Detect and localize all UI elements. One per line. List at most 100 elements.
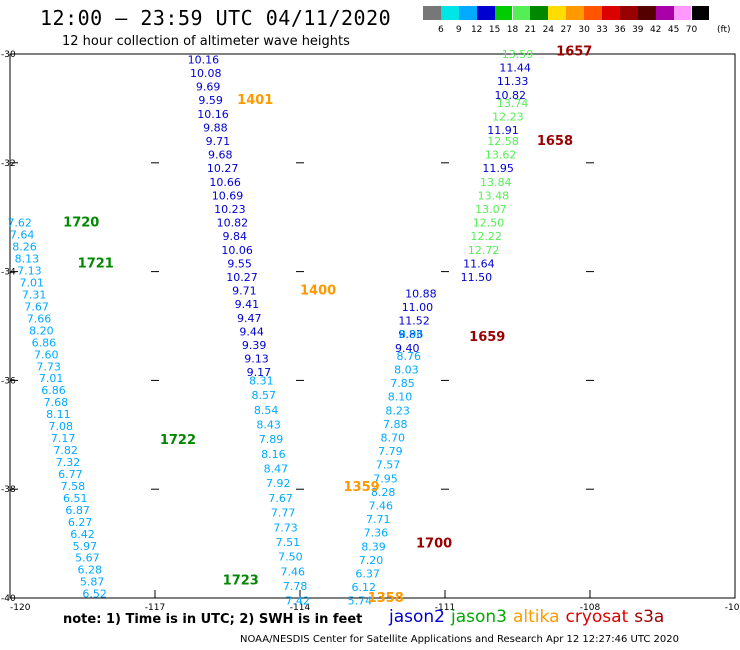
wave-height-point: 7.08 <box>49 420 74 433</box>
pass-time-label: 1359 <box>344 480 380 495</box>
wave-height-point: 7.88 <box>383 418 408 431</box>
pass-time-label: 1722 <box>160 433 196 448</box>
wave-height-point: 11.00 <box>402 301 434 314</box>
wave-height-point: 6.51 <box>63 492 88 505</box>
legend-label: 45 <box>667 25 680 35</box>
wave-height-point: 7.78 <box>283 580 308 593</box>
wave-height-point: 7.85 <box>390 377 415 390</box>
wave-height-point: 6.52 <box>82 588 107 601</box>
wave-height-point: 7.82 <box>53 444 78 457</box>
wave-height-point: 9.59 <box>198 94 223 107</box>
wave-height-point: 7.73 <box>36 360 61 373</box>
satellite-name-cryosat: cryosat <box>565 607 629 627</box>
wave-height-point: 10.66 <box>209 176 241 189</box>
wave-height-point: 13.84 <box>480 176 512 189</box>
wave-height-point: 7.64 <box>10 229 35 242</box>
wave-height-point: 6.27 <box>68 516 93 529</box>
wave-height-point: 12.58 <box>487 135 519 148</box>
legend-label: 9 <box>455 25 462 35</box>
wave-height-point: 7.79 <box>378 445 403 458</box>
lat-tick-label: -34 <box>1 268 16 278</box>
wave-height-point: 9.40 <box>395 342 420 355</box>
legend-swatch <box>548 6 567 20</box>
legend-swatch <box>602 6 620 20</box>
legend-swatch <box>655 6 674 20</box>
wave-height-point: 13.48 <box>478 189 510 202</box>
wave-height-point: 6.28 <box>78 564 103 577</box>
wave-height-point: 8.28 <box>371 486 396 499</box>
wave-height-point: 6.87 <box>65 504 90 517</box>
wave-height-point: 11.95 <box>482 162 514 175</box>
satellite-name-jason3: jason3 <box>451 607 507 627</box>
wave-height-point: 7.57 <box>376 459 401 472</box>
legend-swatch <box>566 6 585 20</box>
wave-height-point: 9.71 <box>232 285 257 298</box>
wave-height-point: 7.92 <box>266 477 291 490</box>
wave-height-point: 5.87 <box>80 576 105 589</box>
wave-height-point: 6.37 <box>355 568 380 581</box>
legend-swatch <box>584 6 602 20</box>
legend-label: 42 <box>649 25 662 35</box>
wave-height-point: 10.16 <box>188 53 220 66</box>
wave-height-point: 11.50 <box>461 271 493 284</box>
legend-label: 12 <box>470 25 483 35</box>
wave-height-point: 5.67 <box>75 552 100 565</box>
legend-swatch <box>458 6 477 20</box>
legend-label: 30 <box>578 25 590 35</box>
lon-tick-label: -105 <box>725 603 740 613</box>
wave-height-point: 10.82 <box>495 89 527 102</box>
legend-swatch <box>476 6 495 20</box>
satellite-name-altika: altika <box>513 607 560 627</box>
wave-height-point: 13.62 <box>485 149 517 162</box>
wave-height-point: 5.97 <box>73 540 98 553</box>
wave-height-point: 7.60 <box>34 348 59 361</box>
wave-height-point: 6.42 <box>70 528 95 541</box>
wave-height-point: 7.73 <box>273 521 298 534</box>
wave-height-point: 8.20 <box>29 324 54 337</box>
wave-height-point: 6.86 <box>32 336 57 349</box>
wave-height-point: 8.13 <box>15 253 40 266</box>
wave-height-point: 7.67 <box>24 300 49 313</box>
wave-height-point: 8.31 <box>249 374 274 387</box>
wave-height-point: 5.74 <box>348 595 373 608</box>
wave-height-point: 10.08 <box>190 67 222 80</box>
wave-height-point: 12.23 <box>492 111 524 124</box>
wave-height-point: 8.26 <box>12 241 37 254</box>
wave-height-point: 9.68 <box>208 149 233 162</box>
satellite-name-jason2: jason2 <box>389 607 445 627</box>
wave-height-point: 7.46 <box>281 565 306 578</box>
wave-height-point: 7.01 <box>20 276 45 289</box>
wave-height-point: 11.91 <box>487 124 519 137</box>
lon-tick-label: -111 <box>435 603 455 613</box>
lat-tick-label: -38 <box>1 485 16 495</box>
wave-height-point: 8.76 <box>397 350 422 363</box>
legend-swatch <box>691 6 710 20</box>
wave-height-point: 9.17 <box>247 366 272 379</box>
legend-swatch <box>673 6 692 20</box>
wave-height-point: 9.88 <box>203 121 228 134</box>
legend-swatch <box>512 6 531 20</box>
wave-height-point: 7.50 <box>278 551 303 564</box>
wave-height-point: 7.13 <box>17 265 42 278</box>
satellite-key: jason2 jason3 altika cryosat s3a <box>389 607 670 627</box>
wave-height-point: 10.88 <box>405 287 437 300</box>
lat-tick-label: -40 <box>1 594 16 604</box>
pass-time-label: 1401 <box>237 93 273 108</box>
lat-tick-label: -36 <box>1 376 16 386</box>
wave-height-point: 9.47 <box>237 312 262 325</box>
pass-time-label: 1400 <box>300 284 336 299</box>
legend-swatch <box>637 6 656 20</box>
legend-label: 21 <box>524 25 537 35</box>
wave-height-point: 6.77 <box>58 468 83 481</box>
legend-label: 6 <box>438 25 444 35</box>
wave-height-point: 7.66 <box>27 312 52 325</box>
wave-height-point: 9.44 <box>239 325 264 338</box>
satellite-name-s3a: s3a <box>634 607 665 627</box>
legend-label: 36 <box>614 25 626 35</box>
wave-height-point: 11.44 <box>499 62 531 75</box>
wave-height-point: 10.23 <box>214 203 246 216</box>
wave-height-point: 7.68 <box>44 396 69 409</box>
pass-time-label: 1723 <box>223 574 259 589</box>
legend-label: 33 <box>596 25 608 35</box>
